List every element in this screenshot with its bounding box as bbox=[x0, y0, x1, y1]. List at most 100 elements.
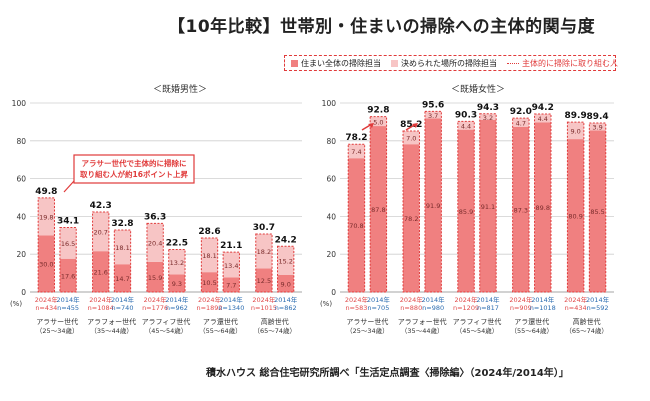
trend-arrowhead bbox=[412, 123, 418, 128]
bar-part-label: 4.4 bbox=[461, 122, 471, 130]
bar-whole bbox=[255, 268, 273, 292]
bar-year-label: 2014年 bbox=[586, 295, 610, 304]
bar-whole-label: 85.9 bbox=[459, 208, 473, 216]
bar-year-label: 2014年 bbox=[165, 295, 189, 304]
bar-total-label: 49.8 bbox=[35, 187, 57, 197]
bar-whole-label: 87.8 bbox=[371, 206, 385, 214]
bar-part bbox=[348, 144, 365, 159]
bar-outline bbox=[588, 122, 607, 293]
bar-n-label: n=880 bbox=[400, 304, 422, 312]
y-tick-label: 60 bbox=[326, 175, 336, 184]
bar-part bbox=[457, 121, 475, 130]
group-label: アラ還世代 bbox=[203, 317, 238, 326]
group-label: アラフォー世代 bbox=[398, 317, 447, 326]
bar-part bbox=[567, 122, 584, 140]
bar-year-label: 2024年 bbox=[509, 295, 533, 304]
group-label: 高齢世代 bbox=[573, 317, 601, 326]
bar-part bbox=[370, 116, 387, 127]
bar-outline bbox=[222, 251, 240, 293]
bar-outline bbox=[512, 117, 530, 293]
group-range-label: （55～64歳） bbox=[199, 326, 242, 335]
group-range-label: （65～74歳） bbox=[254, 326, 297, 335]
bar-n-label: n=1015 bbox=[251, 304, 277, 312]
legend-item-part: 決められた場所の掃除担当 bbox=[391, 58, 497, 69]
bar-part-label: 13.2 bbox=[170, 259, 184, 267]
bar-n-label: n=740 bbox=[111, 304, 133, 312]
bar-n-label: n=592 bbox=[587, 304, 609, 312]
bar-whole-label: 15.9 bbox=[148, 274, 162, 282]
bar-year-label: 2024年 bbox=[345, 295, 369, 304]
bar-outline bbox=[277, 245, 295, 293]
bar-outline bbox=[113, 229, 132, 293]
group-range-label: （25～34歳） bbox=[346, 326, 389, 335]
bar-total-label: 92.8 bbox=[367, 106, 389, 116]
bar-year-label: 2024年 bbox=[455, 295, 479, 304]
bar-n-label: n=980 bbox=[422, 304, 444, 312]
y-tick-label: 80 bbox=[326, 137, 336, 146]
bar-part bbox=[223, 252, 240, 278]
bar-whole-label: 87.3 bbox=[514, 207, 528, 215]
bar-outline bbox=[402, 130, 420, 293]
bar-outline bbox=[37, 197, 55, 293]
bar-outline bbox=[479, 113, 497, 293]
bar-outline bbox=[457, 120, 475, 293]
bar-total-label: 94.2 bbox=[532, 103, 554, 113]
y-tick-label: 60 bbox=[16, 175, 26, 184]
bar-part bbox=[534, 113, 551, 123]
bar-outline bbox=[566, 121, 585, 293]
bar-n-label: n=862 bbox=[275, 304, 297, 312]
bar-part-label: 18.1 bbox=[115, 244, 129, 252]
bar-part bbox=[512, 118, 530, 128]
y-tick-label: 40 bbox=[16, 212, 26, 221]
bar-n-label: n=1892 bbox=[196, 304, 222, 312]
y-tick-label: 100 bbox=[12, 99, 27, 108]
bar-n-label: n=1209 bbox=[453, 304, 479, 312]
y-tick-label: 20 bbox=[326, 250, 336, 259]
bar-whole bbox=[223, 277, 240, 292]
y-tick-label: 80 bbox=[16, 137, 26, 146]
bar-part-label: 5.0 bbox=[373, 118, 383, 126]
bar-total-label: 95.6 bbox=[422, 100, 444, 110]
bar-part-label: 18.1 bbox=[202, 252, 216, 260]
page-title: 【10年比較】世帯別・住まいの掃除への主体的関与度 bbox=[168, 17, 596, 37]
bar-whole bbox=[424, 118, 442, 293]
bar-year-label: 2024年 bbox=[198, 295, 222, 304]
bar-outline bbox=[146, 222, 164, 293]
bar-n-label: n=583 bbox=[345, 304, 367, 312]
annotation-pointer bbox=[63, 180, 75, 193]
bar-total-label: 21.1 bbox=[220, 241, 242, 251]
legend-item-proactive: 主体的に掃除に取り組む人 bbox=[507, 58, 618, 69]
bar-year-label: 2024年 bbox=[144, 295, 168, 304]
panel-title-1: ＜既婚女性＞ bbox=[451, 83, 505, 95]
bar-part-label: 19.8 bbox=[39, 214, 53, 222]
annotation-line-2: 取り組む人が約16ポイント上昇 bbox=[80, 169, 188, 179]
bar-whole bbox=[534, 122, 551, 292]
bar-whole-label: 10.5 bbox=[202, 279, 216, 287]
y-unit-label: (%) bbox=[320, 300, 332, 308]
bar-part bbox=[146, 223, 164, 262]
bar-year-label: 2014年 bbox=[531, 295, 555, 304]
bar-whole bbox=[370, 126, 387, 292]
bar-year-label: 2014年 bbox=[274, 295, 298, 304]
bar-year-label: 2024年 bbox=[564, 295, 588, 304]
group-range-label: （35～44歳） bbox=[401, 326, 444, 335]
group-range-label: （35～44歳） bbox=[90, 326, 133, 335]
bar-outline bbox=[59, 227, 77, 293]
group-label: アラフォー世代 bbox=[87, 317, 136, 326]
bar-part bbox=[255, 233, 273, 269]
y-tick-label: 0 bbox=[21, 288, 26, 297]
legend-dash-proactive bbox=[507, 62, 519, 64]
bar-whole bbox=[38, 235, 55, 292]
bar-total-label: 92.0 bbox=[510, 107, 532, 117]
y-tick-label: 20 bbox=[16, 250, 26, 259]
bar-whole-label: 21.6 bbox=[93, 269, 107, 277]
bar-n-label: n=909 bbox=[510, 304, 532, 312]
bar-year-label: 2014年 bbox=[367, 295, 391, 304]
bar-part-label: 4.7 bbox=[516, 120, 526, 128]
group-range-label: （55～64歳） bbox=[511, 326, 554, 335]
bar-whole-label: 78.2 bbox=[404, 215, 418, 223]
bar-part-label: 18.2 bbox=[257, 248, 271, 256]
bar-year-label: 2014年 bbox=[422, 295, 446, 304]
legend-swatch-whole bbox=[291, 59, 298, 67]
bar-whole-label: 89.8 bbox=[536, 204, 550, 212]
